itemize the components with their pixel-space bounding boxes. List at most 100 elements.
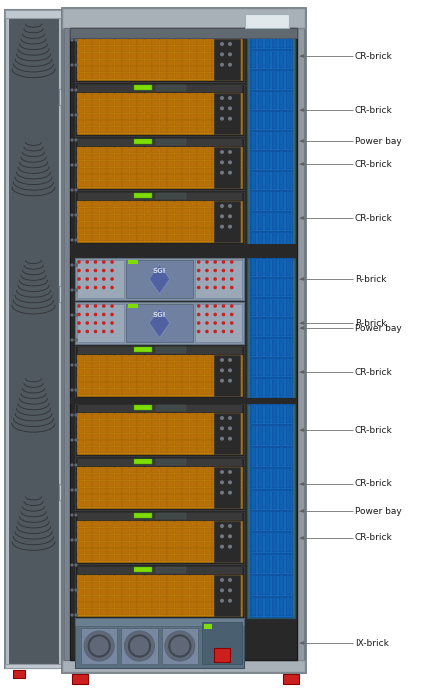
Bar xyxy=(77,161,84,167)
Bar xyxy=(137,93,144,99)
Bar xyxy=(100,609,107,615)
Bar xyxy=(250,151,292,170)
Bar xyxy=(85,154,92,160)
Bar xyxy=(77,413,84,419)
Bar xyxy=(212,389,219,395)
Bar xyxy=(182,494,189,500)
Bar xyxy=(197,362,204,368)
Bar xyxy=(100,542,107,547)
Bar xyxy=(205,59,212,66)
Bar xyxy=(100,167,107,173)
Bar xyxy=(272,318,277,336)
Bar xyxy=(212,447,219,453)
Bar xyxy=(92,106,99,113)
Bar xyxy=(212,201,219,207)
Bar xyxy=(115,355,122,361)
Bar xyxy=(250,191,292,211)
Bar xyxy=(167,46,174,52)
Bar xyxy=(77,228,84,234)
Bar xyxy=(175,375,181,381)
Circle shape xyxy=(74,388,77,392)
Bar xyxy=(160,228,167,234)
Circle shape xyxy=(197,313,201,316)
Bar xyxy=(182,120,189,126)
Bar xyxy=(227,389,234,395)
Bar xyxy=(130,481,136,486)
Bar xyxy=(108,467,114,473)
Bar xyxy=(108,501,114,507)
Bar xyxy=(100,440,107,446)
Bar xyxy=(160,528,167,534)
Bar xyxy=(92,426,99,433)
Bar xyxy=(137,589,144,595)
Bar xyxy=(279,553,284,574)
Bar xyxy=(108,93,114,99)
Bar xyxy=(130,596,136,602)
Bar xyxy=(108,181,114,187)
Bar xyxy=(137,201,144,207)
Bar xyxy=(167,426,174,433)
Bar xyxy=(77,39,84,45)
Bar xyxy=(190,369,197,375)
Bar xyxy=(175,181,181,187)
Bar xyxy=(167,521,174,527)
Bar xyxy=(272,358,277,376)
Bar xyxy=(160,467,167,473)
Bar xyxy=(137,39,144,45)
Bar xyxy=(108,389,114,395)
Bar xyxy=(212,167,219,173)
Bar xyxy=(235,66,241,73)
Bar xyxy=(205,389,212,395)
Bar xyxy=(130,420,136,426)
Bar xyxy=(250,91,292,110)
Bar xyxy=(265,30,270,48)
Bar xyxy=(130,542,136,547)
Bar xyxy=(190,127,197,133)
Bar xyxy=(212,59,219,66)
Bar xyxy=(220,201,227,207)
Bar xyxy=(212,555,219,561)
Bar xyxy=(212,603,219,608)
Bar xyxy=(100,174,107,180)
Bar xyxy=(85,93,92,99)
Bar xyxy=(227,215,234,220)
Circle shape xyxy=(71,614,74,616)
Bar xyxy=(212,73,219,79)
Bar xyxy=(175,467,181,473)
Bar xyxy=(85,201,92,207)
Bar xyxy=(100,181,107,187)
Bar xyxy=(182,413,189,419)
Bar xyxy=(190,53,197,59)
Bar xyxy=(100,235,107,241)
Bar xyxy=(167,487,174,493)
Bar xyxy=(212,127,219,133)
Bar xyxy=(122,582,129,588)
Bar xyxy=(153,369,159,375)
Bar xyxy=(220,535,227,540)
Bar xyxy=(77,154,84,160)
Bar xyxy=(122,542,129,547)
Bar xyxy=(122,46,129,52)
Bar xyxy=(227,375,234,381)
Bar xyxy=(235,362,241,368)
Bar xyxy=(115,66,122,73)
Bar xyxy=(247,398,295,404)
Bar xyxy=(115,154,122,160)
Bar xyxy=(265,468,270,488)
Bar xyxy=(153,208,159,214)
Bar xyxy=(70,28,297,38)
Bar xyxy=(145,93,152,99)
Bar xyxy=(197,426,204,433)
Bar xyxy=(108,575,114,581)
Circle shape xyxy=(85,304,89,307)
Bar xyxy=(272,70,277,88)
Bar xyxy=(167,362,174,368)
Circle shape xyxy=(77,330,81,333)
Bar xyxy=(258,30,263,48)
Bar xyxy=(250,378,292,397)
Bar xyxy=(153,528,159,534)
Bar xyxy=(85,181,92,187)
Bar xyxy=(100,59,107,66)
Bar xyxy=(77,375,84,381)
Bar xyxy=(220,474,227,480)
